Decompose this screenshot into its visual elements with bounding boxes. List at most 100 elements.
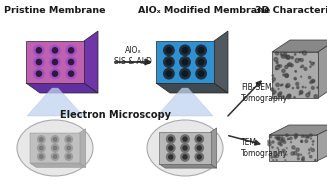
Circle shape <box>289 94 290 96</box>
Circle shape <box>284 55 287 58</box>
Circle shape <box>290 64 293 67</box>
Circle shape <box>180 68 190 79</box>
Polygon shape <box>159 132 211 164</box>
Circle shape <box>51 136 59 143</box>
Circle shape <box>286 55 290 59</box>
Circle shape <box>65 136 73 143</box>
Circle shape <box>294 134 298 137</box>
Circle shape <box>283 74 284 76</box>
Circle shape <box>272 141 274 143</box>
Polygon shape <box>269 125 327 135</box>
Circle shape <box>286 84 290 87</box>
Circle shape <box>302 52 303 53</box>
Circle shape <box>195 144 203 152</box>
Circle shape <box>309 91 310 92</box>
Circle shape <box>311 149 314 152</box>
Text: Pristine Membrane: Pristine Membrane <box>4 6 106 15</box>
Circle shape <box>287 64 290 66</box>
Circle shape <box>300 90 303 94</box>
Circle shape <box>291 152 294 155</box>
Circle shape <box>181 153 189 161</box>
Circle shape <box>282 138 285 141</box>
Circle shape <box>169 137 173 141</box>
Circle shape <box>180 45 190 56</box>
Circle shape <box>311 86 314 89</box>
Circle shape <box>182 71 188 76</box>
Circle shape <box>288 138 289 139</box>
Circle shape <box>295 79 296 80</box>
Circle shape <box>50 69 60 79</box>
Polygon shape <box>317 125 327 161</box>
Circle shape <box>302 158 304 161</box>
Circle shape <box>282 149 285 153</box>
Circle shape <box>294 151 297 155</box>
Circle shape <box>197 146 201 150</box>
Circle shape <box>278 137 280 139</box>
Circle shape <box>278 142 281 145</box>
Circle shape <box>69 71 74 76</box>
Circle shape <box>34 69 44 79</box>
Circle shape <box>38 144 45 152</box>
Circle shape <box>166 59 172 65</box>
Circle shape <box>180 57 190 67</box>
Circle shape <box>310 138 311 139</box>
Circle shape <box>38 153 45 160</box>
Circle shape <box>302 51 307 55</box>
Circle shape <box>40 146 43 150</box>
Circle shape <box>308 92 310 94</box>
Polygon shape <box>156 41 214 83</box>
Circle shape <box>276 160 277 161</box>
Polygon shape <box>211 128 217 168</box>
Circle shape <box>305 140 308 143</box>
Circle shape <box>280 144 282 146</box>
Circle shape <box>268 143 271 146</box>
Circle shape <box>166 135 175 143</box>
Circle shape <box>285 160 286 161</box>
Circle shape <box>282 84 283 85</box>
Circle shape <box>287 139 289 140</box>
Circle shape <box>315 159 316 161</box>
Circle shape <box>66 45 76 55</box>
Circle shape <box>295 70 296 72</box>
Circle shape <box>65 144 73 152</box>
Circle shape <box>269 136 272 138</box>
Text: 3D Characterization: 3D Characterization <box>255 6 327 15</box>
Circle shape <box>309 152 310 153</box>
Circle shape <box>275 152 276 154</box>
Polygon shape <box>272 40 327 52</box>
Polygon shape <box>269 135 317 161</box>
Circle shape <box>166 153 175 161</box>
Circle shape <box>310 134 312 136</box>
Circle shape <box>302 157 304 159</box>
Circle shape <box>51 144 59 152</box>
Circle shape <box>281 140 284 143</box>
Circle shape <box>299 94 300 95</box>
Circle shape <box>183 155 187 159</box>
Ellipse shape <box>17 120 93 176</box>
Circle shape <box>306 93 310 97</box>
Circle shape <box>36 71 42 76</box>
Circle shape <box>183 137 187 141</box>
Circle shape <box>301 140 303 142</box>
Circle shape <box>182 48 188 53</box>
Text: AlOₓ Modified Membrane: AlOₓ Modified Membrane <box>138 6 270 15</box>
Circle shape <box>38 136 45 143</box>
Circle shape <box>294 77 296 80</box>
Circle shape <box>195 153 203 161</box>
Circle shape <box>280 53 282 55</box>
Circle shape <box>276 66 280 70</box>
Circle shape <box>67 155 71 158</box>
Text: TEM
Tomography: TEM Tomography <box>241 138 288 158</box>
Circle shape <box>310 66 311 67</box>
Circle shape <box>281 54 285 58</box>
Circle shape <box>40 155 43 158</box>
Circle shape <box>308 153 309 154</box>
Circle shape <box>272 81 274 82</box>
Circle shape <box>289 137 292 140</box>
Circle shape <box>53 138 57 141</box>
Circle shape <box>294 136 297 138</box>
Circle shape <box>52 48 58 53</box>
Circle shape <box>273 91 276 93</box>
Circle shape <box>295 138 296 139</box>
Circle shape <box>196 68 206 79</box>
